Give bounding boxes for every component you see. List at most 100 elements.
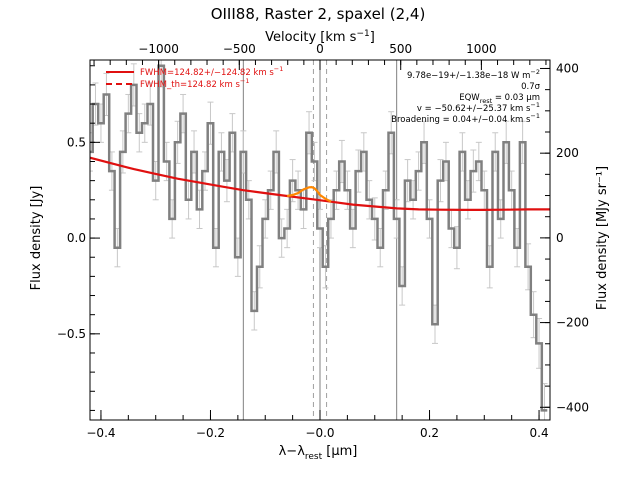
annotation-1: 0.7σ (521, 82, 541, 92)
y-tick-label-left: 0.0 (67, 231, 86, 245)
data-point (456, 247, 458, 249)
data-point (428, 218, 431, 220)
data-point (226, 180, 228, 182)
data-point (483, 189, 485, 191)
data-point (434, 323, 436, 325)
data-point (171, 218, 173, 220)
data-point (270, 189, 272, 191)
legend-label-1: FWHM_th=124.82 km s−1 (140, 77, 249, 90)
continuum-fit-line (90, 156, 550, 211)
data-point (193, 151, 195, 153)
data-point (286, 227, 288, 230)
data-point (407, 180, 409, 182)
data-point (166, 160, 168, 163)
data-point (538, 342, 540, 345)
y-tick-label-left: 0.5 (67, 135, 86, 149)
data-point (423, 141, 425, 143)
data-point (248, 199, 250, 201)
data-point (198, 208, 201, 210)
data-point (144, 122, 146, 124)
data-point (341, 160, 343, 163)
data-point (543, 409, 546, 412)
data-point (105, 93, 108, 96)
data-point (259, 266, 261, 268)
top-axis-label: Velocity [km s−1] (265, 29, 375, 45)
data-point (439, 180, 442, 182)
data-point (133, 84, 135, 86)
y-tick-label-right: −200 (556, 316, 589, 330)
data-point (461, 151, 463, 153)
data-point (237, 256, 239, 258)
data-point (527, 266, 529, 268)
plot-clipped-group (90, 60, 550, 420)
data-point (417, 170, 420, 172)
x-axis-label: λ−λrest [μm] (279, 444, 358, 462)
data-point (308, 132, 310, 134)
y-axis-label-right: Flux density [MJy sr⁻¹] (595, 166, 610, 310)
x-tick-label: 0.4 (530, 426, 549, 440)
data-point (155, 180, 157, 182)
data-point (127, 113, 129, 115)
data-point (231, 132, 233, 134)
data-point (489, 266, 491, 268)
data-point (187, 199, 190, 201)
data-point (532, 314, 535, 316)
data-point (363, 151, 365, 153)
data-point (505, 141, 507, 143)
velocity-tick-label: 1000 (466, 42, 497, 56)
data-point (209, 122, 212, 124)
annotation-0: 9.78e−19+/−1.38e−18 W m−2 (407, 68, 540, 81)
velocity-tick-label: 0 (316, 42, 324, 56)
data-point (478, 160, 480, 163)
velocity-tick-label: −1000 (138, 42, 179, 56)
data-point (275, 151, 277, 153)
data-point (330, 218, 332, 220)
data-point (220, 151, 223, 153)
data-point (445, 160, 447, 163)
data-point (302, 208, 305, 210)
data-point (324, 266, 327, 268)
x-tick-label: −0.0 (305, 426, 334, 440)
data-point (138, 132, 140, 134)
velocity-tick-label: −500 (223, 42, 256, 56)
data-point (160, 65, 162, 67)
gaussian-fit-line (286, 185, 332, 203)
legend-label-0: FWHM=124.82+/−124.82 km s−1 (140, 65, 283, 78)
x-tick-label: 0.2 (420, 426, 439, 440)
data-point (335, 189, 338, 191)
data-point (149, 103, 151, 105)
data-point (264, 218, 266, 220)
annotation-2: EQWrest = 0.03 μm (459, 93, 540, 105)
y-tick-label-right: 400 (556, 61, 579, 75)
chart-title: OIII88, Raster 2, spaxel (2,4) (211, 5, 426, 23)
velocity-tick-label: 500 (389, 42, 412, 56)
data-point (401, 285, 403, 287)
data-point (319, 227, 321, 230)
data-point (182, 113, 184, 115)
y-tick-label-right: 0 (556, 231, 564, 245)
x-tick-label: −0.2 (196, 426, 225, 440)
data-point (253, 310, 255, 312)
data-point (94, 103, 97, 105)
y-tick-label-left: −0.5 (57, 327, 86, 341)
data-point (297, 189, 299, 191)
data-point (412, 199, 414, 201)
data-point (281, 237, 283, 239)
data-point (100, 122, 102, 124)
data-point (450, 227, 453, 230)
data-point (313, 160, 316, 163)
data-point (374, 218, 376, 220)
data-point (511, 189, 513, 191)
data-point (516, 247, 518, 249)
y-tick-label-right: −400 (556, 400, 589, 414)
data-point (472, 170, 474, 172)
data-point (522, 141, 524, 143)
y-axis-label-left: Flux density [Jy] (29, 186, 44, 291)
data-point (494, 151, 496, 153)
data-point (467, 199, 469, 201)
plot-area: −0.4 −0.2 −0.0 0.2 0.4 −1000 −500 0 500 1000 0.5 0.… (57, 42, 589, 440)
data-point (390, 132, 392, 134)
